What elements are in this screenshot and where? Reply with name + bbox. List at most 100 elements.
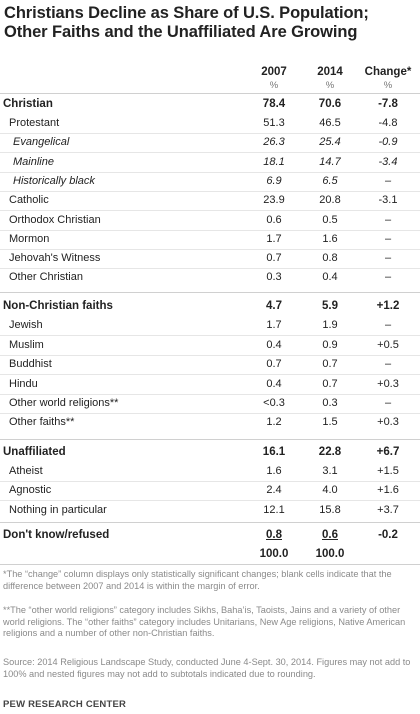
- row-label: Other world religions**: [9, 397, 119, 409]
- value-2007: <0.3: [263, 397, 285, 409]
- table-row: Mainline 18.1 14.7 -3.4: [0, 153, 420, 172]
- value-2007: 51.3: [263, 117, 285, 129]
- value-change: +0.3: [377, 416, 399, 428]
- row-label: Mainline: [13, 156, 54, 168]
- value-change: +3.7: [377, 504, 399, 516]
- value-2014: 100.0: [315, 548, 345, 560]
- value-2007: 0.3: [266, 271, 282, 283]
- divider-line: [0, 522, 420, 523]
- value-2014: 0.5: [322, 214, 338, 226]
- value-2007: 16.1: [262, 446, 286, 458]
- table-row: Jehovah's Witness 0.7 0.8 –: [0, 249, 420, 268]
- value-2014: 25.4: [319, 136, 341, 148]
- value-change: –: [384, 214, 392, 226]
- value-2014: 20.8: [319, 194, 341, 206]
- row-label: Historically black: [13, 175, 95, 187]
- value-change: -0.9: [378, 136, 398, 148]
- value-2014: 6.5: [322, 175, 338, 187]
- table-row: Other Christian 0.3 0.4 –: [0, 268, 420, 287]
- value-2014: 0.9: [322, 339, 338, 351]
- value-change: -4.8: [378, 117, 398, 129]
- divider-line: [0, 93, 420, 94]
- row-label: Evangelical: [13, 136, 70, 148]
- value-2007: 100.0: [259, 548, 289, 560]
- table-row: Agnostic 2.4 4.0 +1.6: [0, 481, 420, 500]
- unit-label-2014: %: [325, 80, 335, 91]
- row-label: Nothing in particular: [9, 504, 107, 516]
- value-change: –: [384, 397, 392, 409]
- column-header-2007: 2007: [261, 66, 287, 78]
- table-row: Mormon 1.7 1.6 –: [0, 230, 420, 249]
- value-change: –: [384, 358, 392, 370]
- value-2014: 1.5: [322, 416, 338, 428]
- value-2014: 0.4: [322, 271, 338, 283]
- row-divider: [0, 500, 420, 501]
- row-label: Buddhist: [9, 358, 52, 370]
- value-2007: 23.9: [263, 194, 285, 206]
- row-divider: [0, 413, 420, 414]
- value-change: -0.2: [378, 529, 398, 541]
- value-2007: 12.1: [263, 504, 285, 516]
- value-2014: 0.7: [322, 378, 338, 390]
- category-row: Christian 78.4 70.6 -7.8: [0, 95, 420, 114]
- value-2007: 1.2: [266, 416, 282, 428]
- chart-title: Christians Decline as Share of U.S. Popu…: [4, 4, 369, 41]
- value-2014: 0.8: [322, 252, 338, 264]
- value-2014: 0.6: [322, 529, 338, 541]
- unit-label-change: %: [383, 80, 393, 91]
- category-row: Unaffiliated 16.1 22.8 +6.7: [0, 443, 420, 462]
- value-2007: 1.6: [266, 465, 282, 477]
- row-divider: [0, 374, 420, 375]
- value-2007: 18.1: [263, 156, 285, 168]
- value-change: –: [384, 175, 392, 187]
- table-row: Historically black 6.9 6.5 –: [0, 172, 420, 191]
- row-divider: [0, 249, 420, 250]
- row-label: Protestant: [9, 117, 60, 129]
- value-2014: 46.5: [319, 117, 341, 129]
- table-row: Buddhist 0.7 0.7 –: [0, 355, 420, 374]
- row-divider: [0, 268, 420, 269]
- row-label: Non-Christian faiths: [3, 300, 113, 312]
- table-row: Catholic 23.9 20.8 -3.1: [0, 191, 420, 210]
- divider-line: [0, 292, 420, 293]
- value-change: +1.5: [377, 465, 399, 477]
- value-2007: 2.4: [266, 484, 282, 496]
- category-row: Don't know/refused 0.8 0.6 -0.2: [0, 526, 420, 545]
- row-divider: [0, 230, 420, 231]
- row-label: Hindu: [9, 378, 38, 390]
- row-divider: [0, 210, 420, 211]
- footnote-other-religions: **The “other world religions” category i…: [3, 605, 406, 638]
- value-change: -3.1: [378, 194, 398, 206]
- value-2014: 70.6: [318, 98, 342, 110]
- value-2007: 0.8: [266, 529, 282, 541]
- row-label: Muslim: [9, 339, 44, 351]
- value-2014: 0.7: [322, 358, 338, 370]
- table-row: Other faiths** 1.2 1.5 +0.3: [0, 413, 420, 432]
- row-label: Other faiths**: [9, 416, 75, 428]
- table-row: Jewish 1.7 1.9 –: [0, 316, 420, 335]
- value-2007: 0.4: [266, 378, 282, 390]
- value-change: –: [384, 233, 392, 245]
- row-label: Atheist: [9, 465, 43, 477]
- row-divider: [0, 394, 420, 395]
- row-label: Agnostic: [9, 484, 52, 496]
- value-change: -3.4: [378, 156, 398, 168]
- category-row: Non-Christian faiths 4.7 5.9 +1.2: [0, 297, 420, 316]
- value-change: +0.3: [377, 378, 399, 390]
- row-divider: [0, 355, 420, 356]
- row-label: Other Christian: [9, 271, 83, 283]
- table-row: Muslim 0.4 0.9 +0.5: [0, 336, 420, 355]
- total-row: 100.0 100.0: [0, 545, 420, 564]
- value-2007: 0.7: [266, 252, 282, 264]
- value-2014: 4.0: [322, 484, 338, 496]
- value-change: –: [384, 252, 392, 264]
- source-note: Source: 2014 Religious Landscape Study, …: [3, 657, 411, 679]
- column-header-change: Change*: [364, 66, 412, 78]
- value-2014: 1.6: [322, 233, 338, 245]
- table-row: Atheist 1.6 3.1 +1.5: [0, 462, 420, 481]
- row-label: Catholic: [9, 194, 49, 206]
- row-label: Jehovah's Witness: [9, 252, 101, 264]
- row-label: Christian: [3, 98, 53, 110]
- unit-label-2007: %: [269, 80, 279, 91]
- value-2014: 22.8: [318, 446, 342, 458]
